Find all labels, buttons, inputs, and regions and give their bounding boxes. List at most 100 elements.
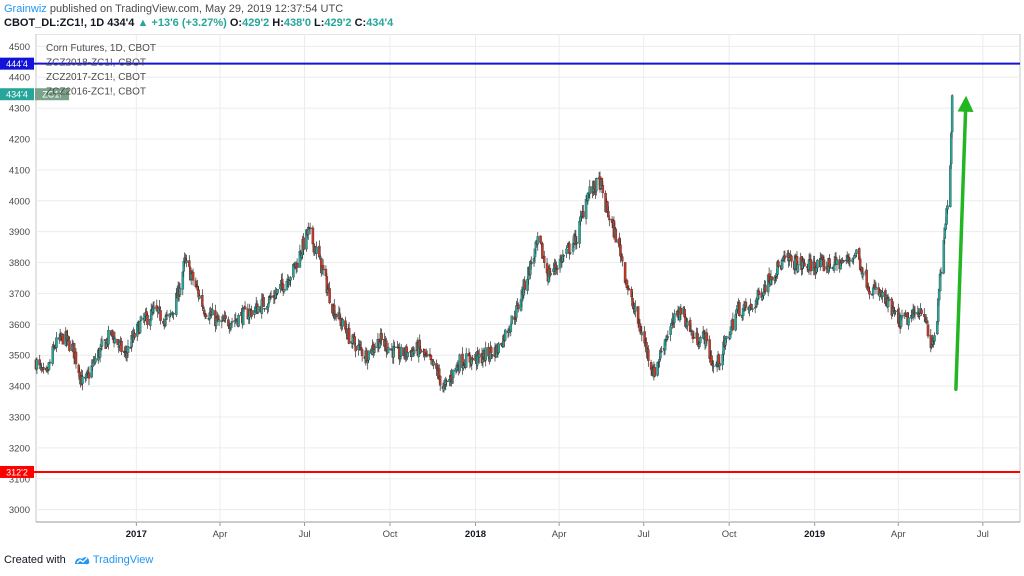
candle [744,298,748,311]
candle-body [315,246,318,254]
candle [712,360,715,374]
candle-body [100,340,104,347]
candle-body [938,273,942,292]
candle-body [835,259,839,265]
price-chart[interactable]: 4500 4400 4300 4200 4100 4000 3900 3800 3700 3600… [0,33,1024,548]
candle [68,336,71,353]
candle-body [816,259,819,269]
chart-area[interactable]: 4500 4400 4300 4200 4100 4000 3900 3800 3700 3600… [0,33,1024,548]
y-tick-label: 4500 [9,42,30,53]
footer: Created with TradingView [4,554,153,569]
x-tick-label: Apr [213,529,228,540]
candle-body [588,186,592,194]
candle [412,347,416,357]
candle-body [780,260,784,269]
candle-body [367,350,370,361]
candle-body [81,376,84,384]
candle-body [874,287,878,290]
candle [321,259,325,276]
candle [933,332,936,345]
candle-body [686,321,689,326]
candle-body [796,264,800,272]
candle [868,286,871,300]
y-tick-label: 3400 [9,382,30,393]
candle [634,300,637,318]
candle-body [72,343,76,359]
candle [942,235,946,275]
candle-body [204,314,208,318]
candle-body [584,199,588,219]
candle-body [568,243,571,254]
candle [367,350,370,363]
candle-body [530,262,533,265]
candle-body [894,310,897,313]
candle-body [549,273,553,275]
candle [835,259,839,271]
candle [94,353,97,365]
candle-body [607,211,610,218]
candle-body [302,237,305,250]
open-value: 429'2 [242,17,270,29]
candle-body [565,248,568,254]
candle-body [705,332,709,341]
candle [490,345,493,360]
candle-body [757,290,761,295]
candle [619,238,622,263]
trend-arrow-head [957,95,974,113]
last-price: 434'4 [107,17,135,29]
x-tick-label: Apr [552,529,567,540]
candle [920,308,923,316]
candle-body [510,315,513,325]
candle-body [634,306,637,312]
candle-body [42,366,45,370]
candle-body [111,331,115,337]
x-tick-label: 2018 [465,529,486,540]
candle [406,351,409,360]
candle [588,179,592,199]
candle [432,360,435,370]
candle [152,301,156,314]
candle-body [828,258,831,268]
time-axis[interactable]: 2017 Apr Jul Oct 2018 Apr Jul Oct 2019 Apr Jul [126,522,989,540]
candle-body [692,337,696,339]
candle [777,259,780,269]
candle [608,215,611,227]
candle [828,254,831,273]
candle-body [484,347,487,361]
candle [98,347,102,363]
price-change: +13'6 (+3.27%) [151,17,227,29]
candle [796,260,800,273]
horizontal-levels[interactable] [0,62,1020,473]
candle-body [673,313,676,323]
candle-body [172,312,175,315]
candle-body [708,339,711,359]
candle-body [556,268,559,270]
candle-body [267,303,270,308]
candle [100,335,104,351]
candle [569,251,572,255]
legend-entry: ZCZ2018-ZC1!, CBOT [46,58,146,69]
candle [708,335,711,363]
trend-arrow[interactable] [954,95,974,391]
candle-body [790,255,793,262]
candle [582,204,585,219]
candle-body [393,346,396,348]
candle [669,323,672,342]
candle [861,268,865,281]
candle-body [698,344,701,347]
candle-body [539,235,542,243]
candle [584,195,588,225]
candle [263,307,266,312]
tradingview-link[interactable]: TradingView [92,554,154,566]
candle-body [360,349,364,357]
candle [191,268,195,286]
candle-body [133,333,136,338]
candle-body [614,228,618,243]
candle-body [764,285,767,292]
candle [705,328,709,344]
candle-body [562,255,566,257]
price-axis[interactable]: 4500 4400 4300 4200 4100 4000 3900 3800 3700 3600… [9,42,30,516]
author-link[interactable]: Grainwiz [4,3,47,15]
candle [640,325,644,342]
candle-body [608,218,611,221]
